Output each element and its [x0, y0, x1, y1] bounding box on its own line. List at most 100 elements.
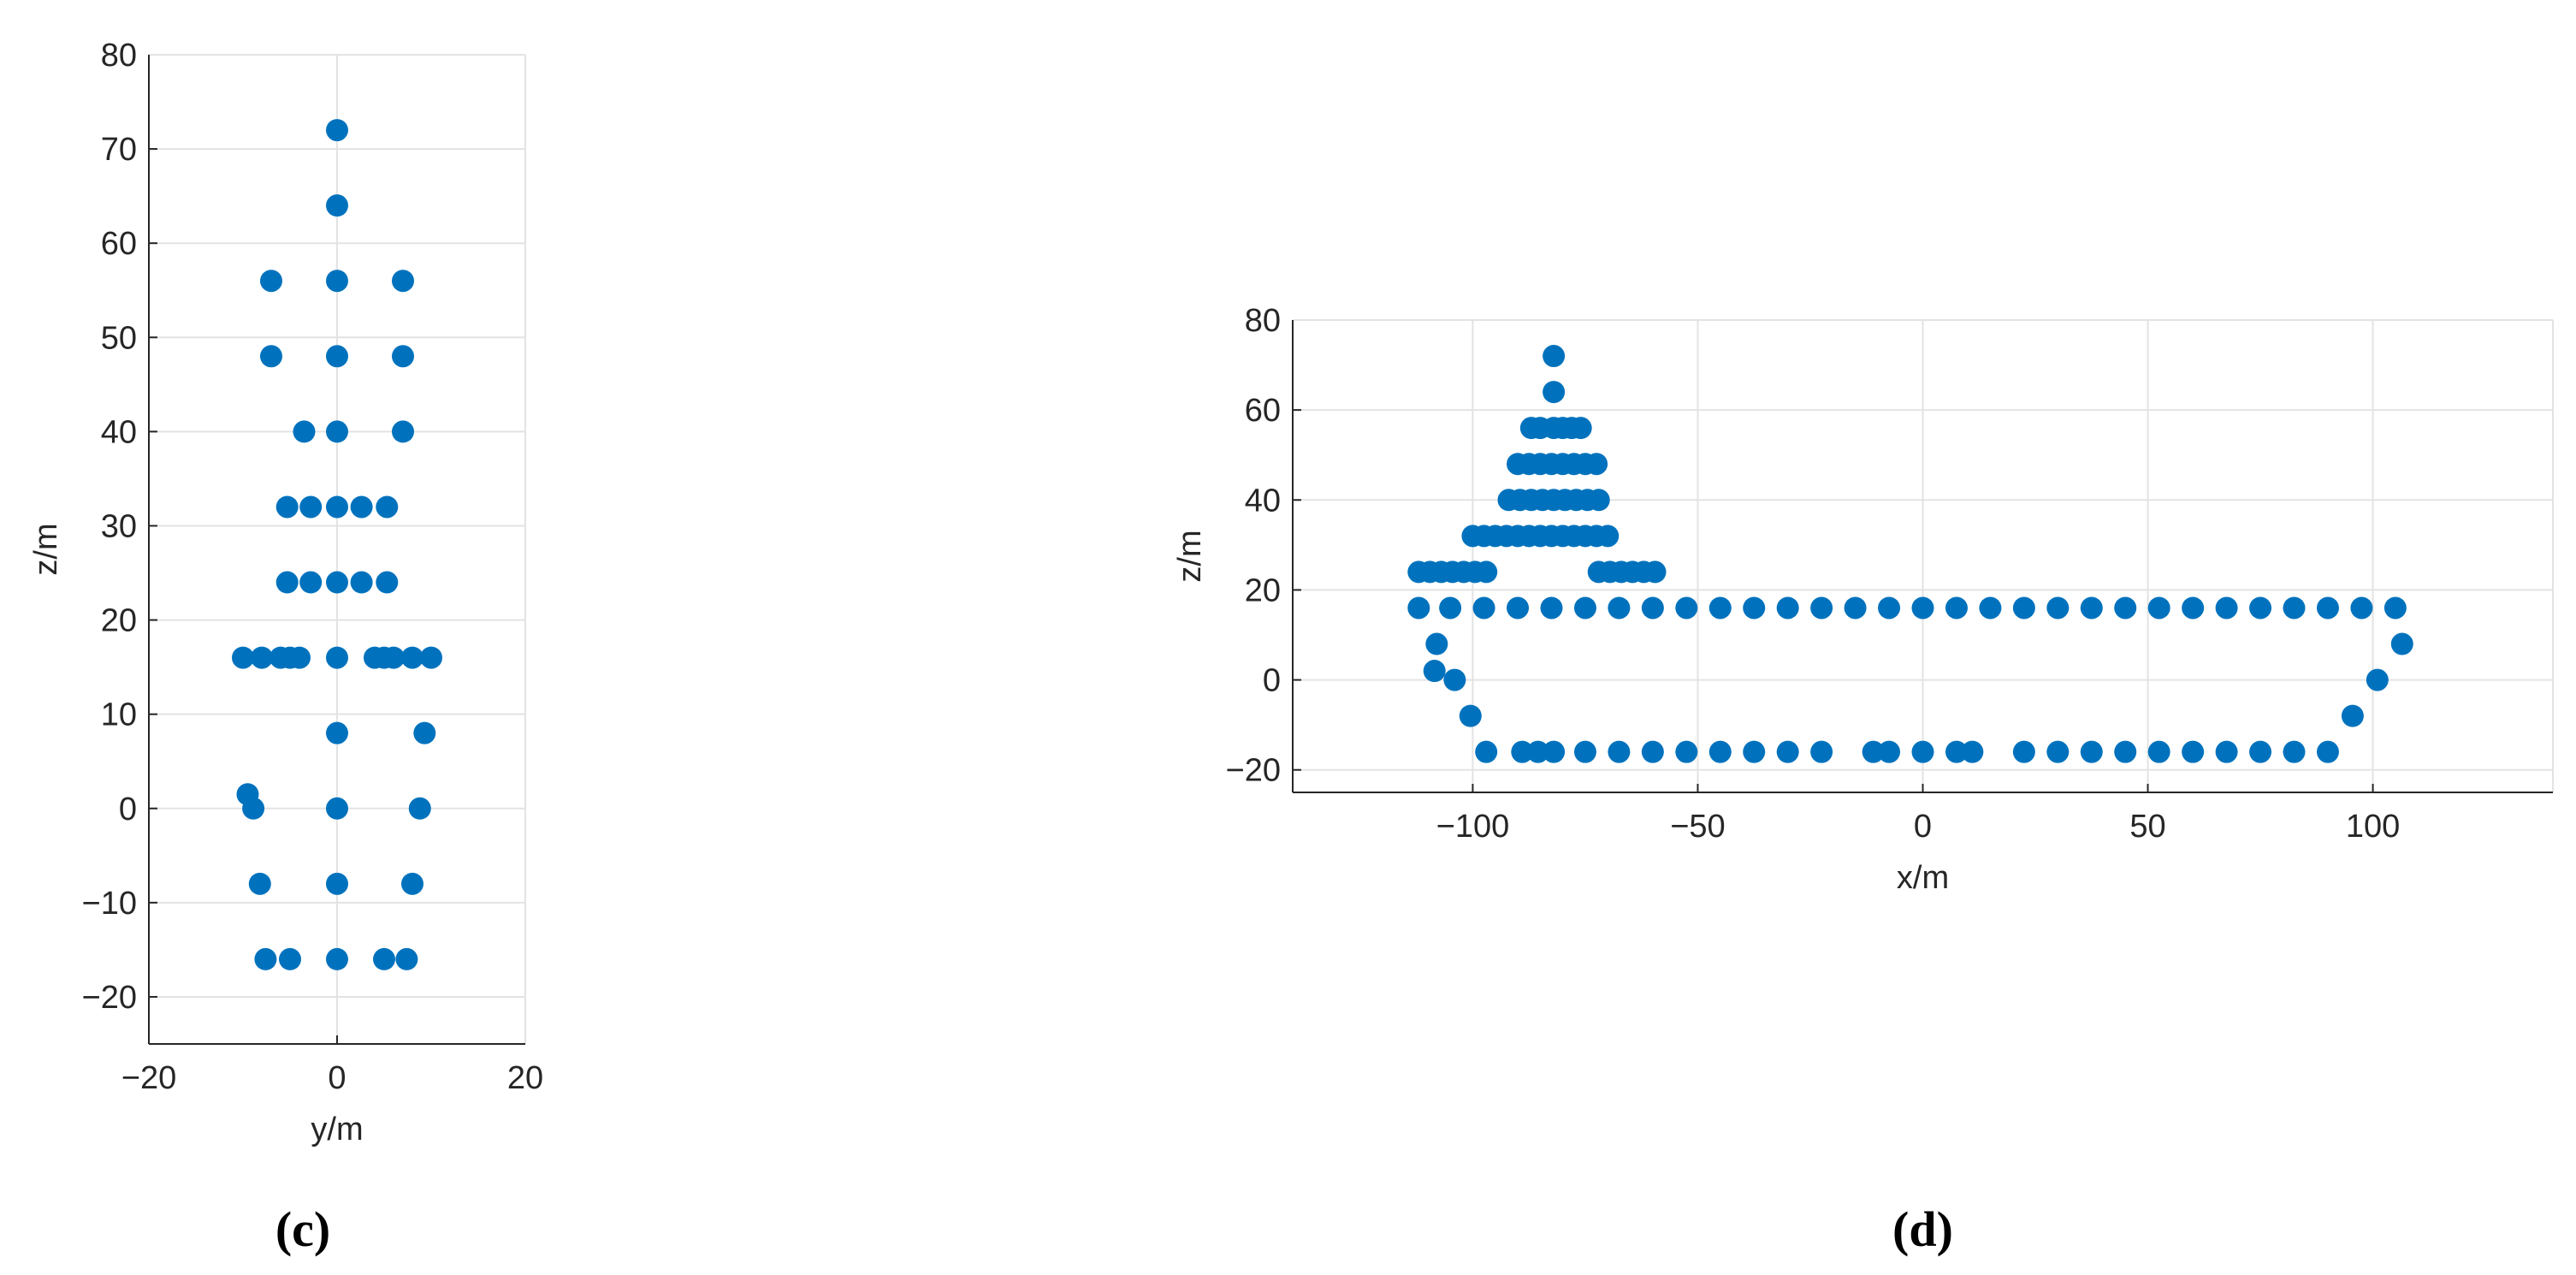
point — [326, 797, 348, 820]
point — [326, 947, 348, 970]
y-tick-label: 30 — [101, 508, 137, 544]
x-tick-label: −50 — [1670, 809, 1725, 845]
point — [326, 872, 348, 895]
y-tick-label: 20 — [101, 603, 137, 639]
point — [2390, 632, 2413, 655]
y-tick-label: 60 — [1245, 393, 1281, 429]
point — [2249, 596, 2272, 620]
y-tick-label: 60 — [101, 226, 137, 262]
point — [382, 646, 405, 669]
point — [392, 270, 414, 293]
point — [2046, 596, 2070, 620]
point — [1862, 740, 1885, 763]
point — [1708, 740, 1732, 763]
point — [350, 495, 373, 519]
point — [2182, 740, 2205, 763]
x-tick-label: 50 — [2129, 809, 2165, 845]
point — [1543, 345, 1566, 368]
point — [401, 646, 423, 669]
caption: (c) — [275, 1201, 330, 1257]
y-tick-label: 40 — [101, 414, 137, 450]
point — [254, 947, 277, 970]
point — [2366, 668, 2389, 691]
point — [1878, 740, 1901, 763]
point — [2147, 740, 2170, 763]
point — [1475, 740, 1498, 763]
point — [1475, 560, 1498, 584]
point — [1643, 560, 1667, 584]
x-tick-label: 0 — [328, 1060, 346, 1096]
y-tick-label: 0 — [119, 792, 137, 827]
point — [392, 420, 414, 443]
point — [326, 270, 348, 293]
point — [1585, 453, 1608, 476]
point — [2350, 596, 2373, 620]
point — [293, 420, 316, 443]
point — [326, 345, 348, 368]
point — [413, 721, 436, 744]
point — [1407, 596, 1430, 620]
point — [2215, 596, 2238, 620]
point — [1425, 632, 1448, 655]
point — [2147, 596, 2170, 620]
point — [1945, 596, 1968, 620]
chart: −100 −50 0 50 100 −20 0 20 40 60 80 x/m z/m (d) — [1172, 303, 2554, 1257]
point — [1423, 660, 1446, 683]
point — [260, 270, 282, 293]
point — [1810, 740, 1833, 763]
point — [326, 420, 348, 443]
point — [1587, 489, 1610, 512]
point — [2249, 740, 2272, 763]
point — [2215, 740, 2238, 763]
y-tick-label: 80 — [101, 38, 137, 74]
point — [1776, 596, 1799, 620]
point — [251, 646, 273, 669]
point — [1911, 740, 1934, 763]
point — [260, 345, 282, 368]
point — [326, 646, 348, 669]
point — [275, 495, 299, 519]
point — [2080, 740, 2103, 763]
point — [2012, 596, 2035, 620]
point — [1945, 740, 1968, 763]
point — [2114, 596, 2137, 620]
point — [326, 721, 348, 744]
point — [1641, 740, 1664, 763]
point — [1608, 740, 1631, 763]
point — [2316, 740, 2339, 763]
point — [1675, 596, 1698, 620]
point — [1911, 596, 1934, 620]
y-tick-label: 20 — [1245, 572, 1281, 608]
point — [1743, 596, 1766, 620]
point — [1540, 596, 1563, 620]
x-tick-label: 0 — [1914, 809, 1932, 845]
point — [373, 947, 395, 970]
point — [1472, 596, 1495, 620]
y-tick-label: 50 — [101, 320, 137, 356]
y-tick-label: 70 — [101, 132, 137, 168]
point — [420, 646, 442, 669]
point — [1526, 740, 1549, 763]
point — [2046, 740, 2070, 763]
point — [326, 571, 348, 594]
point — [1708, 596, 1732, 620]
y-axis-label: z/m — [28, 523, 64, 575]
point — [1979, 596, 2002, 620]
point — [1573, 596, 1596, 620]
point — [232, 646, 254, 669]
x-axis-label: y/m — [311, 1112, 363, 1148]
x-tick-label: 100 — [2346, 809, 2400, 845]
point — [2182, 596, 2205, 620]
x-tick-label: 20 — [507, 1060, 543, 1096]
point — [2316, 596, 2339, 620]
y-tick-label: 0 — [1263, 663, 1281, 699]
point — [299, 495, 323, 519]
chart: −20 0 20 −20 −10 0 10 20 30 40 50 60 70 80 y/m z/m (c) — [28, 38, 543, 1257]
point — [1608, 596, 1631, 620]
x-tick-label: −20 — [121, 1060, 176, 1096]
point — [2283, 596, 2306, 620]
y-tick-label: −20 — [1226, 753, 1281, 789]
point — [1641, 596, 1664, 620]
point — [1675, 740, 1698, 763]
